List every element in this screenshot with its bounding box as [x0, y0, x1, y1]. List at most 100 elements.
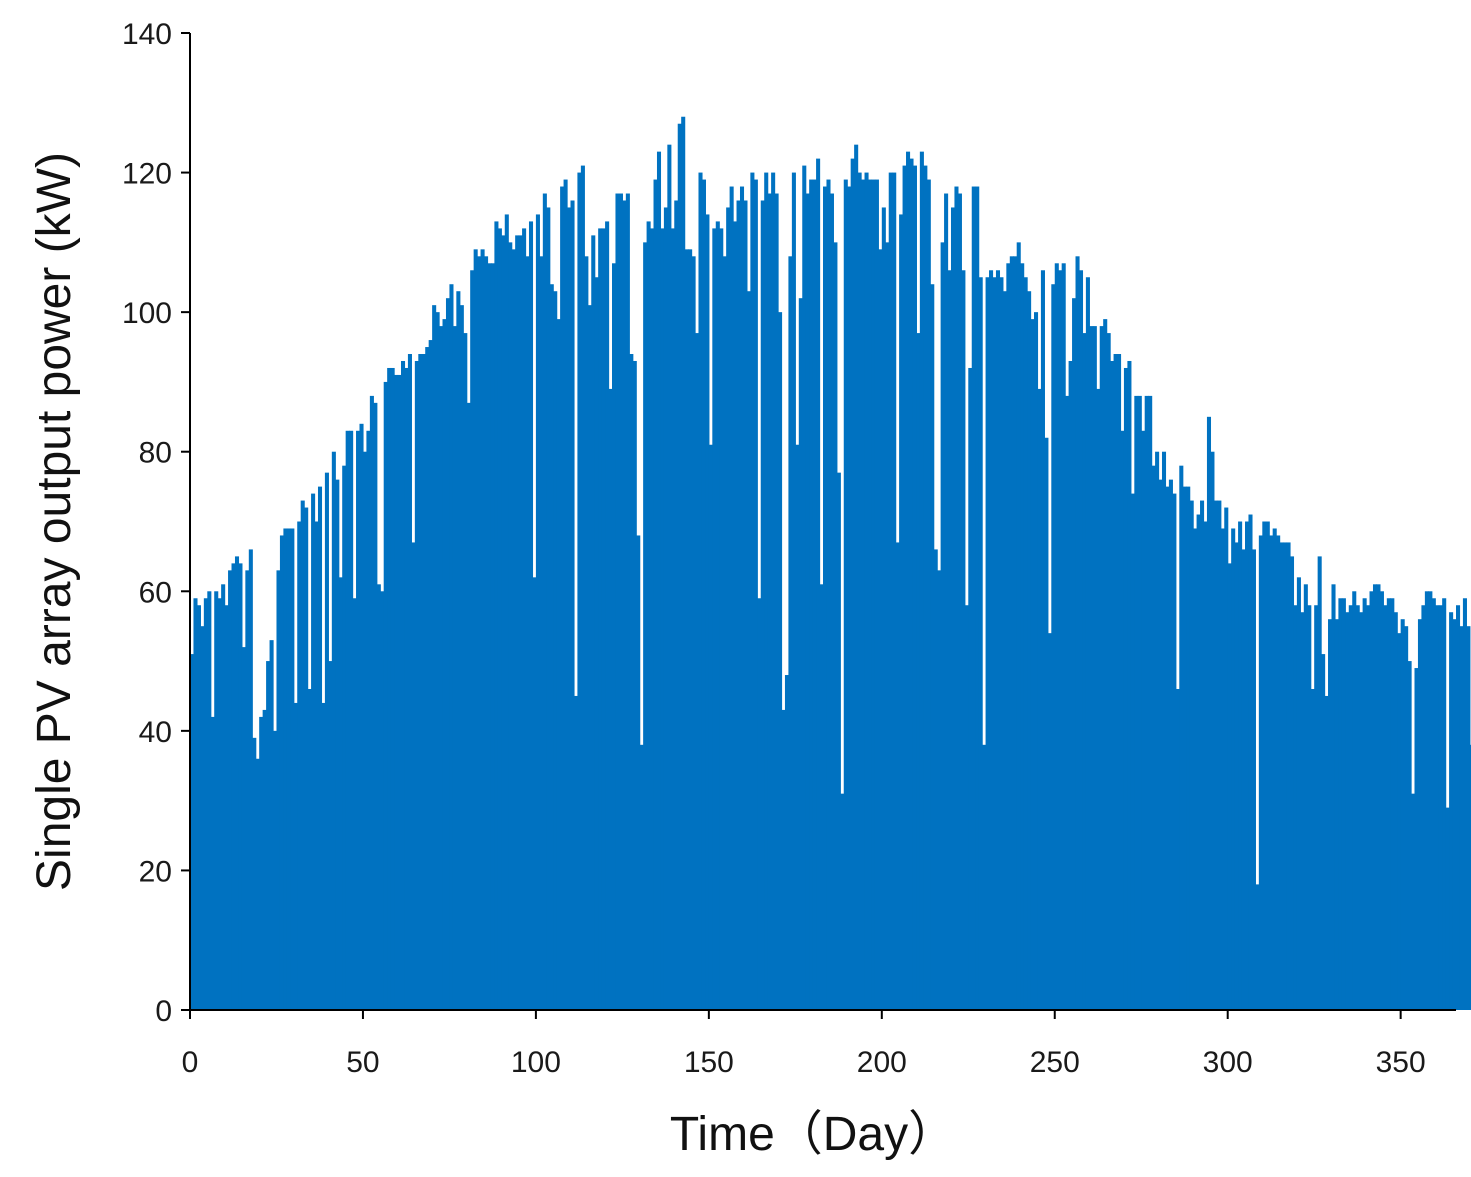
y-tick-label-20: 20	[139, 855, 172, 888]
bar-day-8	[214, 591, 219, 1010]
bar-day-239	[1013, 256, 1018, 1010]
bar-day-152	[712, 228, 717, 1010]
bar-day-261	[1089, 326, 1094, 1011]
bar-day-42	[331, 451, 336, 1011]
bar-day-47	[349, 430, 354, 1010]
bar-day-90	[497, 228, 502, 1010]
bar-day-76	[449, 284, 454, 1011]
bar-day-271	[1123, 367, 1128, 1011]
bar-day-168	[767, 193, 772, 1010]
bar-day-308	[1251, 549, 1256, 1010]
bar-day-19	[252, 737, 257, 1010]
bar-day-347	[1386, 598, 1391, 1010]
bar-day-118	[594, 277, 599, 1010]
bar-day-146	[691, 256, 696, 1010]
bar-day-109	[563, 179, 568, 1011]
bar-day-129	[632, 360, 637, 1010]
bar-day-183	[819, 584, 824, 1010]
y-tick-label-40: 40	[139, 716, 172, 749]
bar-day-32	[297, 521, 302, 1010]
bar-day-212	[919, 151, 924, 1010]
bar-day-149	[701, 179, 706, 1011]
bar-day-110	[567, 207, 572, 1010]
bar-day-270	[1120, 430, 1125, 1010]
bar-day-281	[1158, 479, 1163, 1010]
bar-day-45	[342, 465, 347, 1010]
bar-day-330	[1328, 619, 1333, 1010]
bar-day-268	[1113, 354, 1118, 1010]
bar-day-306	[1245, 521, 1250, 1010]
bar-day-250	[1051, 284, 1056, 1011]
bar-day-344	[1376, 584, 1381, 1010]
bar-day-337	[1352, 591, 1357, 1010]
bar-day-98	[525, 256, 530, 1010]
x-tick-label-50: 50	[346, 1046, 379, 1079]
bar-day-316	[1279, 542, 1284, 1010]
bar-day-30	[290, 528, 295, 1010]
bar-day-159	[736, 200, 741, 1011]
bar-day-147	[695, 333, 700, 1011]
x-tick-label-100: 100	[511, 1046, 561, 1079]
bar-day-150	[705, 214, 710, 1010]
bar-day-184	[823, 186, 828, 1010]
bar-day-289	[1186, 486, 1191, 1010]
bar-day-27	[279, 535, 284, 1010]
bar-day-290	[1189, 500, 1194, 1010]
bar-day-189	[840, 793, 845, 1010]
bar-day-371	[1469, 744, 1471, 1010]
bar-day-214	[926, 179, 931, 1011]
bar-day-9	[217, 598, 222, 1010]
bar-day-280	[1155, 451, 1160, 1011]
bar-day-321	[1296, 577, 1301, 1010]
bar-day-95	[515, 235, 520, 1010]
bar-day-67	[418, 354, 423, 1010]
bar-day-133	[646, 221, 651, 1011]
bar-day-292	[1196, 514, 1201, 1010]
bar-day-302	[1231, 528, 1236, 1010]
bar-day-241	[1020, 263, 1025, 1010]
bar-day-138	[663, 207, 668, 1010]
bar-day-59	[390, 367, 395, 1011]
bar-day-351	[1400, 619, 1405, 1010]
bar-day-217	[937, 570, 942, 1010]
bar-day-135	[653, 179, 658, 1011]
bar-day-314	[1272, 528, 1277, 1010]
bar-day-25	[273, 730, 278, 1010]
bar-day-259	[1082, 333, 1087, 1011]
bar-day-346	[1383, 605, 1388, 1010]
bar-day-254	[1065, 395, 1070, 1010]
bar-day-221	[950, 207, 956, 1010]
bar-day-61	[397, 374, 402, 1010]
bar-day-309	[1255, 884, 1260, 1010]
bar-day-167	[764, 172, 769, 1010]
bar-day-196	[864, 172, 869, 1010]
bar-day-298	[1217, 500, 1222, 1010]
bar-day-208	[906, 151, 911, 1010]
y-tick-label-60: 60	[139, 576, 172, 609]
bar-day-63	[404, 367, 409, 1011]
bar-day-24	[269, 640, 274, 1010]
bar-day-64	[407, 354, 412, 1010]
bar-day-143	[681, 116, 686, 1011]
bar-day-18	[248, 549, 253, 1010]
bar-day-304	[1238, 521, 1243, 1010]
bar-day-296	[1210, 451, 1215, 1011]
bar-day-106	[553, 291, 558, 1011]
bar-day-16	[241, 647, 246, 1010]
bar-day-264	[1099, 326, 1104, 1011]
bar-day-119	[598, 228, 603, 1010]
bar-day-228	[975, 186, 980, 1010]
bar-day-244	[1030, 319, 1035, 1010]
bar-day-294	[1203, 521, 1208, 1010]
bar-day-327	[1317, 556, 1322, 1010]
bar-day-251	[1054, 263, 1059, 1010]
bar-day-356	[1417, 619, 1423, 1010]
bar-day-231	[985, 277, 990, 1010]
bar-series	[190, 116, 1471, 1011]
bar-day-206	[899, 214, 904, 1010]
bar-day-56	[380, 591, 385, 1010]
bar-day-10	[221, 584, 226, 1010]
bar-day-248	[1044, 437, 1049, 1010]
bar-day-220	[947, 270, 952, 1010]
bar-day-41	[328, 661, 333, 1010]
